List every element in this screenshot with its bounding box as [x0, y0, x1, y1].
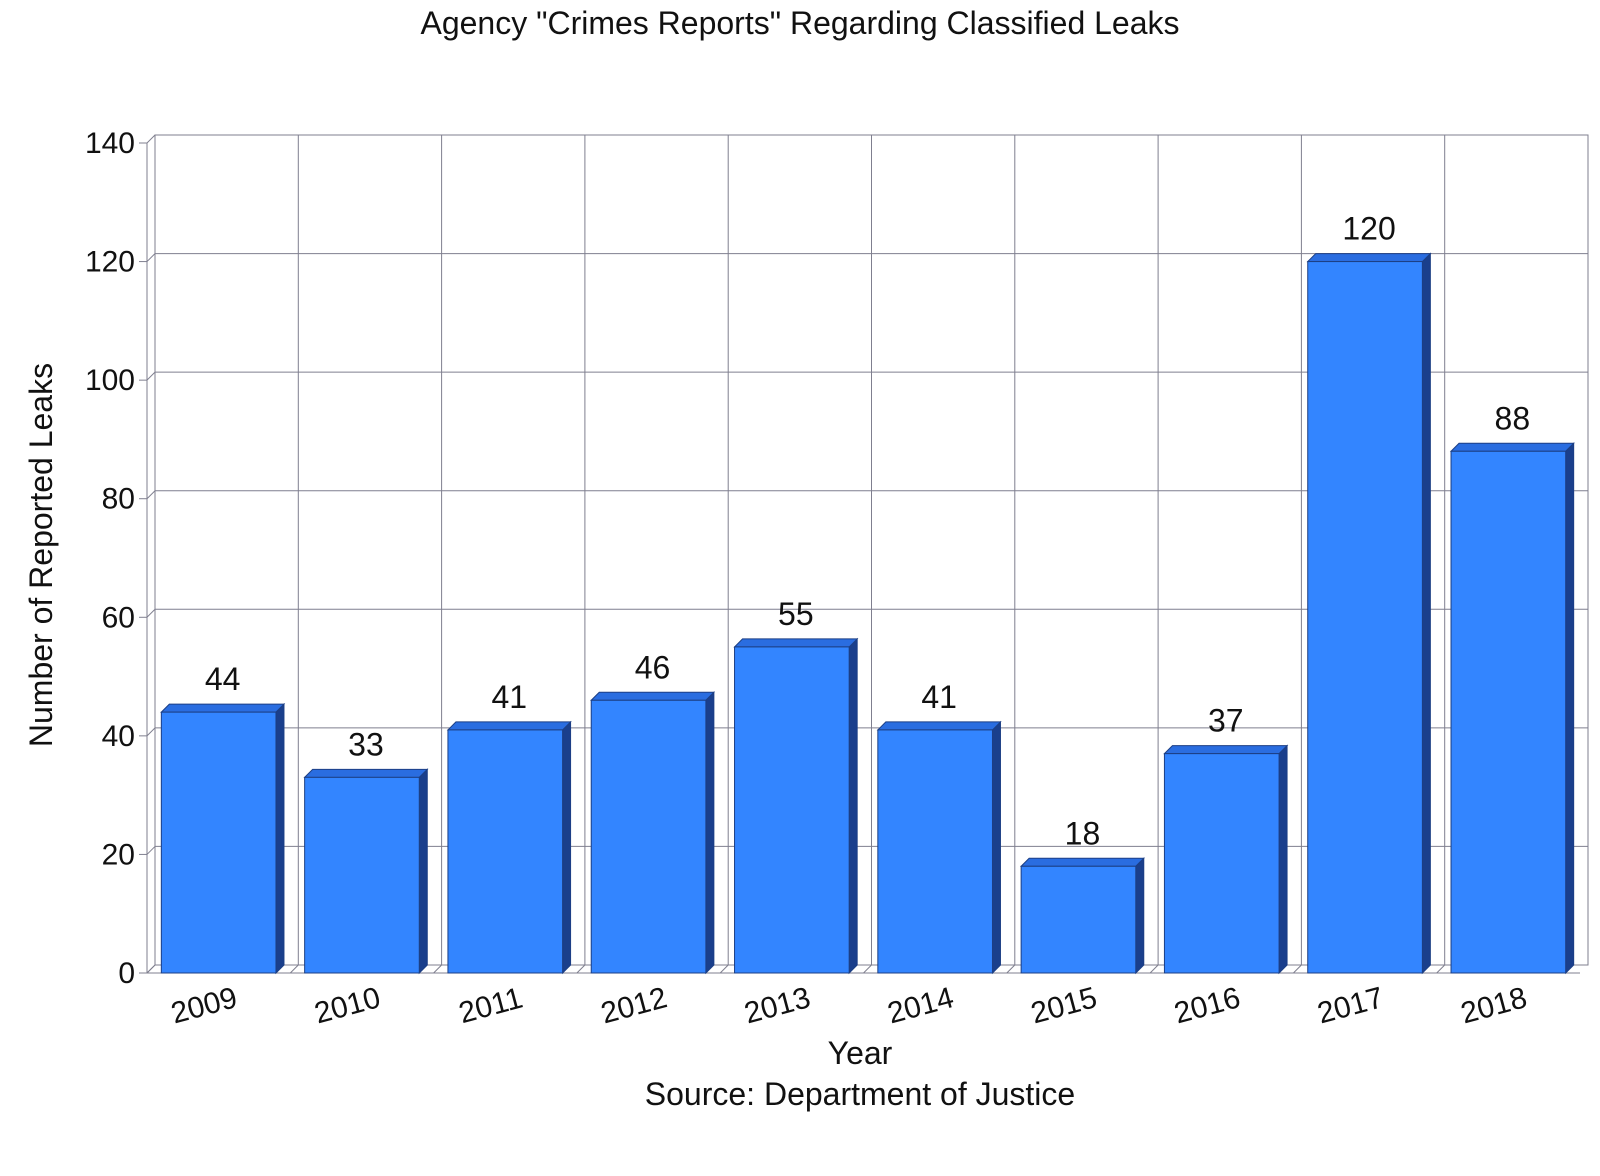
data-label: 41 — [491, 679, 527, 715]
h-gridline-depth — [146, 608, 156, 618]
h-gridline-depth — [146, 727, 156, 737]
data-label: 44 — [205, 661, 241, 697]
bar-side — [418, 768, 428, 975]
h-gridline-depth — [146, 490, 156, 500]
bar-top — [1449, 442, 1575, 452]
data-label: 55 — [778, 596, 814, 632]
y-tick-label: 120 — [85, 246, 135, 279]
x-tick-label: 2015 — [1027, 981, 1100, 1030]
bar-front — [1163, 753, 1280, 974]
bars: 44 33 41 46 55 41 18 37 120 88 — [160, 211, 1575, 975]
bar-front — [877, 729, 993, 974]
h-gridline-depth — [146, 371, 156, 381]
v-gridline-depth — [1006, 964, 1016, 974]
x-axis-title: Year — [828, 1035, 893, 1071]
v-gridline-depth — [576, 964, 586, 974]
bar — [733, 637, 859, 975]
bar-top — [590, 691, 716, 701]
bar-front — [160, 711, 277, 974]
bar-front — [734, 646, 850, 974]
x-tick-label: 2017 — [1314, 981, 1387, 1030]
y-tick-label: 20 — [102, 838, 135, 871]
bar-top — [1163, 745, 1289, 755]
bar-side — [1421, 252, 1431, 975]
y-tick-label: 60 — [102, 601, 135, 634]
h-gridline-depth — [146, 846, 156, 855]
bar-side — [1278, 744, 1288, 975]
h-gridline-depth — [146, 964, 156, 974]
data-label: 88 — [1495, 400, 1531, 436]
bar — [1163, 744, 1289, 975]
data-label: 18 — [1065, 815, 1101, 851]
v-gridline-depth — [863, 964, 872, 974]
y-tick-label: 140 — [85, 127, 135, 160]
bar-top — [446, 721, 572, 731]
y-tick-label: 0 — [118, 957, 135, 990]
x-tick-label: 2011 — [455, 982, 526, 1031]
bar — [160, 702, 286, 975]
h-gridline-depth — [146, 253, 156, 262]
chart-title: Agency "Crimes Reports" Regarding Classi… — [420, 5, 1179, 41]
data-label: 120 — [1342, 211, 1395, 247]
data-label: 41 — [921, 679, 957, 715]
bar — [1449, 442, 1575, 975]
bar-side — [275, 702, 285, 975]
source-note: Source: Department of Justice — [645, 1076, 1075, 1112]
bar — [303, 768, 429, 975]
bar-side — [1135, 857, 1145, 975]
h-gridline-depth — [146, 134, 156, 144]
bar-top — [733, 638, 859, 648]
y-tick-label: 40 — [102, 720, 135, 753]
y-axis-title: Number of Reported Leaks — [23, 363, 59, 747]
bar — [590, 691, 716, 975]
v-gridline-depth — [719, 964, 729, 974]
x-tick-label: 2010 — [311, 981, 384, 1030]
bar-front — [590, 699, 707, 974]
bar — [1019, 857, 1145, 975]
y-tick-label: 80 — [102, 483, 135, 516]
bar — [446, 720, 572, 975]
bar-front — [1450, 450, 1567, 974]
bar-side — [562, 720, 572, 975]
bar-front — [447, 729, 564, 974]
bar — [1306, 252, 1432, 975]
v-gridline-depth — [1149, 964, 1159, 974]
bar-top — [303, 768, 429, 778]
data-label: 33 — [348, 726, 384, 762]
v-gridline-depth — [289, 964, 299, 974]
bar-top — [1019, 857, 1145, 867]
x-tick-label: 2016 — [1171, 981, 1244, 1030]
x-tick-label: 2014 — [884, 981, 957, 1030]
data-label: 37 — [1208, 703, 1244, 739]
bar-top — [1306, 253, 1432, 263]
x-tick-label: 2013 — [741, 981, 814, 1030]
bar-front — [1307, 261, 1423, 974]
v-gridline-depth — [433, 964, 442, 974]
y-tick-label: 100 — [85, 364, 135, 397]
x-tick-label: 2018 — [1457, 981, 1530, 1030]
bar-front — [1020, 865, 1137, 974]
data-label: 46 — [635, 649, 671, 685]
bar-side — [991, 720, 1001, 975]
x-tick-label: 2009 — [168, 981, 241, 1030]
v-gridline-depth — [1293, 964, 1302, 974]
bar — [876, 720, 1002, 975]
x-axis-ticks: 2009 2010 2011 2012 2013 2014 2015 2016 2017 2018 — [168, 981, 1531, 1030]
y-axis-ticks: 0 20 40 60 80 100 120 140 — [85, 127, 135, 990]
bar-top — [876, 721, 1002, 731]
bar-side — [848, 637, 858, 975]
bar-front — [304, 776, 420, 974]
v-gridline-depth — [1436, 964, 1446, 974]
x-tick-label: 2012 — [598, 981, 671, 1030]
bar-side — [1565, 442, 1575, 975]
bar-side — [705, 691, 715, 975]
bar-top — [160, 703, 286, 713]
